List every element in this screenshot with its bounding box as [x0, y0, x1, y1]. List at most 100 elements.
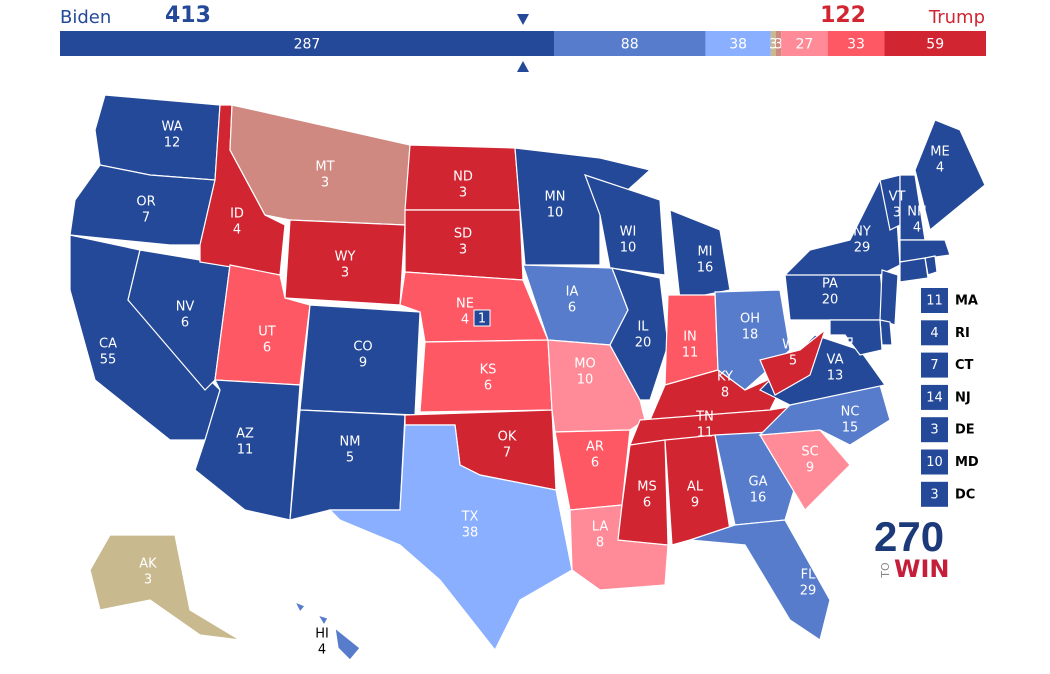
state-votes: 6 — [568, 301, 576, 316]
state-votes: 9 — [691, 496, 699, 511]
state-label: PA — [822, 277, 838, 292]
state-label: ME — [930, 145, 949, 160]
state-votes: 12 — [164, 136, 181, 151]
bar-segment — [827, 31, 885, 56]
right-candidate: Trump — [928, 7, 985, 28]
bar-segment-label: 33 — [847, 37, 865, 53]
state-votes: 3 — [144, 573, 152, 588]
state-label: AR — [586, 440, 604, 455]
state-votes: 38 — [462, 526, 479, 541]
state — [89, 534, 241, 641]
state-label: WI — [620, 225, 637, 240]
state-votes: 6 — [181, 316, 189, 331]
state-votes: 3 — [893, 206, 901, 221]
state-label: UT — [258, 325, 276, 340]
side-box-votes: 4 — [930, 326, 938, 341]
state-label: WV — [782, 338, 804, 353]
district-votes: 1 — [478, 312, 486, 327]
state-label: LA — [592, 520, 609, 535]
state — [514, 147, 652, 266]
state-label: NY — [853, 225, 871, 240]
state-label: OK — [498, 430, 517, 445]
state-votes: 10 — [577, 373, 594, 388]
bar-segment-label: 88 — [621, 37, 639, 53]
state-label: MO — [574, 357, 595, 372]
state-label: MI — [697, 245, 712, 260]
side-box — [921, 352, 948, 378]
bar-segment — [781, 31, 828, 56]
state-votes: 5 — [789, 354, 797, 369]
bar-segment-label: 38 — [729, 37, 747, 53]
threshold-marker — [517, 14, 529, 25]
bar-segment — [553, 31, 706, 56]
state-label: CA — [99, 337, 117, 352]
state — [669, 209, 731, 301]
state-label: IN — [683, 330, 697, 345]
state-votes: 10 — [547, 206, 564, 221]
logo-number: 270 — [874, 513, 944, 560]
state-votes: 6 — [263, 341, 271, 356]
state-label: KY — [717, 370, 733, 385]
map — [69, 94, 986, 661]
state — [194, 379, 301, 521]
state — [899, 257, 929, 283]
state — [783, 179, 901, 276]
state-label: WA — [161, 120, 182, 135]
state-votes: 20 — [822, 293, 839, 308]
state-label: NC — [841, 405, 860, 420]
bar-segment-label: 27 — [796, 37, 814, 53]
state-votes: 11 — [682, 346, 699, 361]
state-label: OH — [740, 312, 760, 327]
side-box-votes: 14 — [926, 390, 943, 405]
side-box-votes: 3 — [930, 423, 938, 438]
state-label: KS — [480, 363, 497, 378]
bar-segment — [705, 31, 771, 56]
state-label: GA — [749, 475, 768, 490]
state-label: MS — [637, 480, 656, 495]
state-label: TN — [695, 410, 714, 425]
state — [689, 519, 831, 641]
state-label: VA — [827, 353, 844, 368]
right-total: 122 — [820, 3, 866, 28]
bar-segment-label: 3 — [769, 37, 778, 53]
state-label: ND — [453, 170, 473, 185]
bar-segment — [776, 31, 782, 56]
state-votes: 6 — [591, 456, 599, 471]
state-votes: 6 — [643, 496, 651, 511]
state-votes: 3 — [341, 266, 349, 281]
state — [316, 613, 329, 627]
state — [609, 267, 669, 401]
state-label: AZ — [236, 427, 254, 442]
side-box-label: CT — [955, 358, 974, 373]
state-label: SD — [454, 227, 472, 242]
state — [829, 319, 883, 356]
side-box — [921, 288, 948, 313]
state-votes: 8 — [596, 536, 604, 551]
bar-segment — [884, 31, 986, 56]
state-label: OR — [136, 195, 155, 210]
side-box-label: NJ — [955, 390, 971, 405]
state — [758, 334, 887, 406]
side-box-votes: 11 — [926, 294, 943, 309]
state — [879, 269, 899, 326]
side-box-label: DC — [955, 487, 975, 502]
state-votes: 13 — [827, 369, 844, 384]
state-votes: 3 — [459, 186, 467, 201]
state — [293, 600, 306, 614]
side-box — [921, 417, 948, 443]
state-votes: 4 — [461, 313, 469, 328]
state-label: HI — [315, 627, 329, 642]
state-label: SC — [801, 445, 818, 460]
state-label: VT — [889, 190, 906, 205]
district-box — [473, 309, 491, 327]
side-box — [921, 449, 948, 475]
bar-segment — [770, 31, 777, 56]
side-box-votes: 3 — [930, 487, 938, 502]
state-label: AK — [139, 557, 157, 572]
state-votes: 15 — [842, 421, 859, 436]
state-votes: 11 — [697, 426, 714, 441]
state-label: MN — [545, 190, 566, 205]
side-box-votes: 10 — [926, 455, 943, 470]
state-label: IL — [637, 320, 649, 335]
